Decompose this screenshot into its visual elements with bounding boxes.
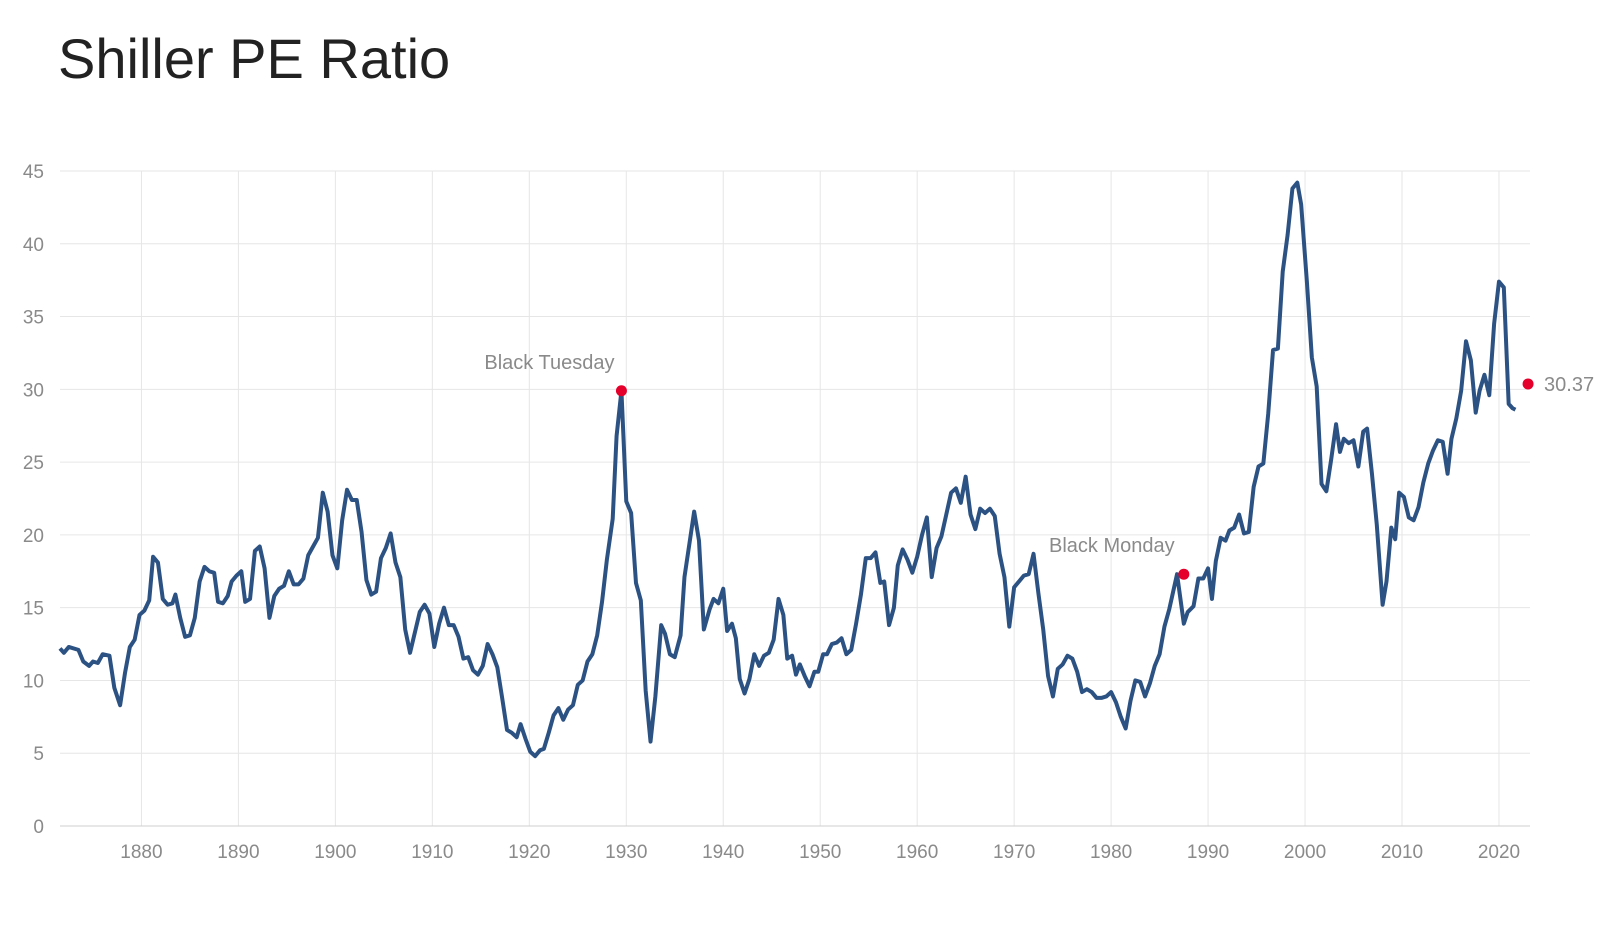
- y-tick-label: 25: [23, 453, 44, 474]
- x-tick-label: 1980: [1090, 842, 1132, 863]
- x-tick-label: 2000: [1284, 842, 1326, 863]
- annotation-label: Black Tuesday: [484, 352, 614, 374]
- x-tick-label: 1920: [508, 842, 550, 863]
- y-tick-label: 45: [23, 162, 44, 183]
- x-tick-label: 1880: [120, 842, 162, 863]
- x-tick-label: 1930: [605, 842, 647, 863]
- annotation-point: [1178, 568, 1190, 580]
- y-tick-label: 40: [23, 235, 44, 256]
- x-tick-label: 2020: [1478, 842, 1520, 863]
- x-tick-label: 1990: [1187, 842, 1229, 863]
- y-tick-label: 20: [23, 526, 44, 547]
- x-tick-label: 1950: [799, 842, 841, 863]
- annotation-label: Black Monday: [1049, 535, 1175, 557]
- y-tick-label: 10: [23, 671, 44, 692]
- x-tick-label: 2010: [1381, 842, 1423, 863]
- annotation-point: [615, 385, 627, 397]
- y-tick-label: 35: [23, 308, 44, 329]
- x-tick-label: 1900: [314, 842, 356, 863]
- chart-title: Shiller PE Ratio: [58, 27, 450, 90]
- y-tick-label: 30: [23, 380, 44, 401]
- annotation-label: 30.37: [1544, 374, 1594, 396]
- line: [58, 180, 1517, 759]
- y-tick-label: 0: [33, 817, 44, 838]
- y-tick-label: 15: [23, 599, 44, 620]
- x-tick-label: 1960: [896, 842, 938, 863]
- x-tick-label: 1940: [702, 842, 744, 863]
- x-tick-label: 1890: [217, 842, 259, 863]
- annotation-point: [1522, 378, 1534, 390]
- x-tick-label: 1910: [411, 842, 453, 863]
- y-tick-label: 5: [33, 744, 44, 765]
- x-tick-label: 1970: [993, 842, 1035, 863]
